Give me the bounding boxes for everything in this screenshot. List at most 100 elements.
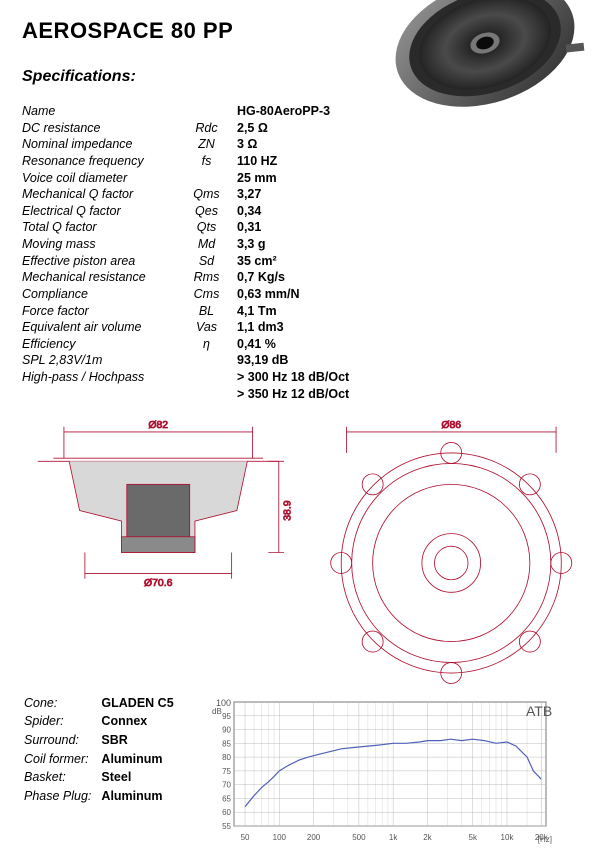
speaker-photo	[375, 0, 595, 138]
spec-value: 0,34	[237, 204, 355, 221]
spec-value: 0,63 mm/N	[237, 287, 355, 304]
spec-value: 1,1 dm3	[237, 320, 355, 337]
spec-label: SPL 2,83V/1m	[22, 353, 182, 370]
material-label: Coil former:	[24, 752, 99, 769]
spec-value: 3 Ω	[237, 137, 355, 154]
svg-text:85: 85	[222, 739, 231, 748]
svg-text:65: 65	[222, 794, 231, 803]
spec-row: Total Q factor Qts 0,31	[22, 220, 355, 237]
material-row: Basket: Steel	[24, 770, 182, 787]
spec-row: Mechanical Q factor Qms 3,27	[22, 187, 355, 204]
spec-symbol	[182, 370, 237, 387]
spec-symbol: BL	[182, 304, 237, 321]
spec-symbol: Sd	[182, 254, 237, 271]
material-value: SBR	[101, 733, 181, 750]
spec-symbol: Vas	[182, 320, 237, 337]
dim-dia-outer: Ø86	[441, 420, 461, 431]
spec-symbol: Cms	[182, 287, 237, 304]
svg-text:50: 50	[240, 833, 249, 842]
spec-symbol: Rms	[182, 270, 237, 287]
spec-label: Voice coil diameter	[22, 171, 182, 188]
material-value: Aluminum	[101, 789, 181, 806]
spec-label: Mechanical Q factor	[22, 187, 182, 204]
material-value: GLADEN C5	[101, 696, 181, 713]
spec-symbol: Qms	[182, 187, 237, 204]
spec-row: Effective piston area Sd 35 cm²	[22, 254, 355, 271]
spec-row: > 350 Hz 12 dB/Oct	[22, 387, 355, 404]
material-value: Steel	[101, 770, 181, 787]
spec-symbol: Md	[182, 237, 237, 254]
frequency-response-chart: 556065707580859095501002005001k2k5k10k20…	[204, 694, 554, 844]
spec-label: DC resistance	[22, 121, 182, 138]
spec-label: Resonance frequency	[22, 154, 182, 171]
spec-symbol: Qts	[182, 220, 237, 237]
svg-text:60: 60	[222, 808, 231, 817]
spec-symbol	[182, 171, 237, 188]
spec-label: Total Q factor	[22, 220, 182, 237]
dim-height: 38.9	[282, 500, 293, 521]
material-label: Phase Plug:	[24, 789, 99, 806]
materials-table: Cone: GLADEN C5Spider: ConnexSurround: S…	[22, 694, 184, 808]
svg-text:75: 75	[222, 767, 231, 776]
spec-value: 4,1 Tm	[237, 304, 355, 321]
drawing-front-view: Ø86	[315, 411, 588, 684]
material-row: Spider: Connex	[24, 714, 182, 731]
spec-row: Resonance frequency fs 110 HZ	[22, 154, 355, 171]
spec-label: Nominal impedance	[22, 137, 182, 154]
material-value: Aluminum	[101, 752, 181, 769]
svg-text:100: 100	[272, 833, 286, 842]
spec-label: Efficiency	[22, 337, 182, 354]
spec-value: HG-80AeroPP-3	[237, 104, 355, 121]
spec-value: > 350 Hz 12 dB/Oct	[237, 387, 355, 404]
material-value: Connex	[101, 714, 181, 731]
spec-label: Force factor	[22, 304, 182, 321]
spec-label: Mechanical resistance	[22, 270, 182, 287]
spec-row: Efficiency η 0,41 %	[22, 337, 355, 354]
spec-label: Compliance	[22, 287, 182, 304]
spec-label: Moving mass	[22, 237, 182, 254]
svg-text:70: 70	[222, 780, 231, 789]
spec-value: 3,3 g	[237, 237, 355, 254]
svg-text:80: 80	[222, 753, 231, 762]
svg-text:1k: 1k	[389, 833, 398, 842]
spec-value: 0,31	[237, 220, 355, 237]
svg-text:200: 200	[307, 833, 321, 842]
svg-text:dB: dB	[212, 707, 222, 716]
spec-label: Equivalent air volume	[22, 320, 182, 337]
spec-symbol	[182, 387, 237, 404]
spec-row: High-pass / Hochpass > 300 Hz 18 dB/Oct	[22, 370, 355, 387]
material-label: Basket:	[24, 770, 99, 787]
svg-text:[Hz]: [Hz]	[537, 835, 551, 844]
spec-value: 110 HZ	[237, 154, 355, 171]
spec-symbol	[182, 353, 237, 370]
spec-symbol: fs	[182, 154, 237, 171]
spec-row: Voice coil diameter 25 mm	[22, 171, 355, 188]
dim-dia-top: Ø82	[148, 420, 168, 431]
svg-text:2k: 2k	[423, 833, 432, 842]
spec-value: 3,27	[237, 187, 355, 204]
spec-row: Nominal impedance ZN 3 Ω	[22, 137, 355, 154]
material-row: Coil former: Aluminum	[24, 752, 182, 769]
svg-text:10k: 10k	[500, 833, 514, 842]
svg-text:95: 95	[222, 712, 231, 721]
spec-row: Name HG-80AeroPP-3	[22, 104, 355, 121]
spec-label: Effective piston area	[22, 254, 182, 271]
svg-text:ATB: ATB	[526, 703, 552, 719]
spec-label: High-pass / Hochpass	[22, 370, 182, 387]
drawing-side-section: Ø82 Ø70.6 38.9	[22, 411, 295, 589]
spec-row: Mechanical resistance Rms 0,7 Kg/s	[22, 270, 355, 287]
spec-value: 35 cm²	[237, 254, 355, 271]
spec-label: Electrical Q factor	[22, 204, 182, 221]
spec-row: Equivalent air volume Vas 1,1 dm3	[22, 320, 355, 337]
spec-symbol: Qes	[182, 204, 237, 221]
material-label: Spider:	[24, 714, 99, 731]
spec-symbol	[182, 104, 237, 121]
svg-text:500: 500	[352, 833, 366, 842]
svg-text:55: 55	[222, 822, 231, 831]
spec-row: DC resistance Rdc 2,5 Ω	[22, 121, 355, 138]
svg-text:90: 90	[222, 725, 231, 734]
spec-label	[22, 387, 182, 404]
spec-value: 25 mm	[237, 171, 355, 188]
material-row: Cone: GLADEN C5	[24, 696, 182, 713]
spec-row: Force factor BL 4,1 Tm	[22, 304, 355, 321]
